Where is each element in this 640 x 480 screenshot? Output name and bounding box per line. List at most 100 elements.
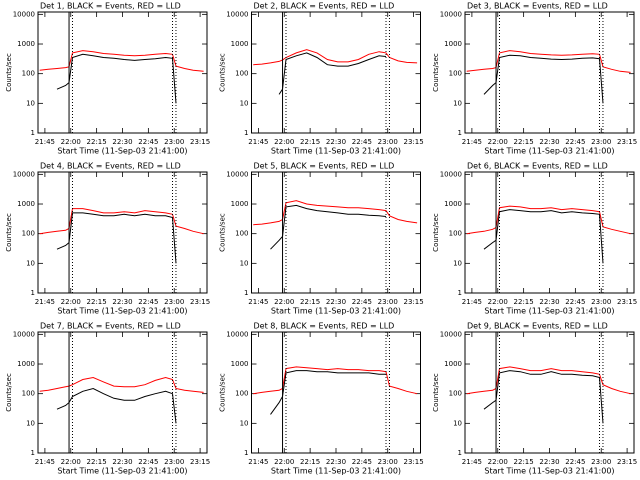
y-tick-label: 10 bbox=[453, 259, 462, 267]
y-tick-label: 10000 bbox=[440, 10, 462, 18]
x-tick-label: 23:15 bbox=[617, 298, 637, 306]
x-tick-label: 22:45 bbox=[138, 458, 158, 466]
y-tick-label: 1000 bbox=[444, 200, 462, 208]
x-tick-label: 21:45 bbox=[35, 298, 55, 306]
x-tick-label: 22:00 bbox=[61, 298, 81, 306]
x-tick-label: 23:15 bbox=[617, 458, 637, 466]
y-tick-label: 10 bbox=[240, 259, 249, 267]
y-axis-label: Counts/sec bbox=[432, 373, 440, 412]
data-line bbox=[56, 212, 177, 264]
y-tick-label: 100 bbox=[235, 390, 248, 398]
y-tick-label: 100 bbox=[449, 390, 462, 398]
y-tick-label: 10000 bbox=[13, 330, 35, 338]
x-tick-label: 21:45 bbox=[35, 458, 55, 466]
data-line bbox=[270, 204, 387, 250]
x-tick-label: 22:45 bbox=[565, 458, 585, 466]
y-tick-label: 1 bbox=[244, 129, 248, 137]
y-tick-label: 10000 bbox=[13, 170, 35, 178]
chart-title: Det 5, BLACK = Events, RED = LLD bbox=[254, 162, 395, 171]
chart-title: Det 4, BLACK = Events, RED = LLD bbox=[40, 162, 181, 171]
y-axis-label: Counts/sec bbox=[5, 53, 13, 92]
chart-title: Det 9, BLACK = Events, RED = LLD bbox=[467, 322, 608, 331]
y-tick-label: 10000 bbox=[226, 10, 248, 18]
x-tick-label: 23:00 bbox=[378, 458, 398, 466]
chart-title: Det 6, BLACK = Events, RED = LLD bbox=[467, 162, 608, 171]
x-tick-label: 22:00 bbox=[488, 298, 508, 306]
x-tick-label: 22:30 bbox=[112, 138, 132, 146]
x-tick-label: 23:15 bbox=[190, 298, 210, 306]
plot-frame bbox=[464, 331, 635, 454]
y-tick-label: 100 bbox=[449, 230, 462, 238]
plot-frame bbox=[464, 11, 635, 134]
x-axis-label: Start Time (11-Sep-03 21:41:00) bbox=[271, 307, 401, 316]
plot-frame bbox=[251, 331, 421, 454]
y-tick-label: 1 bbox=[244, 289, 248, 297]
y-tick-label: 10000 bbox=[440, 170, 462, 178]
y-tick-label: 10 bbox=[26, 419, 35, 427]
x-axis-label: Start Time (11-Sep-03 21:41:00) bbox=[484, 147, 614, 156]
x-tick-label: 22:45 bbox=[352, 138, 372, 146]
x-tick-label: 22:30 bbox=[326, 458, 346, 466]
x-tick-label: 23:15 bbox=[190, 138, 210, 146]
y-tick-label: 100 bbox=[235, 230, 248, 238]
x-tick-label: 23:00 bbox=[591, 138, 611, 146]
data-line bbox=[270, 370, 386, 415]
plot-frame bbox=[37, 331, 208, 454]
x-tick-label: 22:15 bbox=[87, 298, 107, 306]
y-tick-label: 1000 bbox=[231, 200, 249, 208]
x-tick-label: 23:00 bbox=[378, 138, 398, 146]
y-tick-label: 1 bbox=[458, 289, 462, 297]
y-tick-label: 1000 bbox=[231, 360, 249, 368]
x-axis-label: Start Time (11-Sep-03 21:41:00) bbox=[57, 307, 187, 316]
x-axis-label: Start Time (11-Sep-03 21:41:00) bbox=[484, 467, 614, 476]
y-tick-label: 1 bbox=[31, 289, 35, 297]
x-tick-label: 22:45 bbox=[565, 298, 585, 306]
data-line bbox=[39, 208, 204, 235]
x-tick-label: 23:00 bbox=[591, 298, 611, 306]
x-tick-label: 22:30 bbox=[539, 138, 559, 146]
y-tick-label: 1 bbox=[458, 449, 462, 457]
y-tick-label: 100 bbox=[22, 70, 35, 78]
x-tick-label: 22:15 bbox=[300, 298, 320, 306]
x-tick-label: 23:15 bbox=[404, 458, 424, 466]
x-tick-label: 22:30 bbox=[112, 298, 132, 306]
plot-frame bbox=[251, 11, 421, 134]
y-tick-label: 10000 bbox=[13, 10, 35, 18]
data-line bbox=[56, 53, 177, 104]
y-tick-label: 10000 bbox=[226, 330, 248, 338]
y-axis-label: Counts/sec bbox=[5, 373, 13, 412]
x-axis-label: Start Time (11-Sep-03 21:41:00) bbox=[484, 307, 614, 316]
data-line bbox=[253, 49, 418, 66]
x-tick-label: 22:15 bbox=[87, 138, 107, 146]
data-line bbox=[56, 387, 177, 424]
x-tick-label: 22:45 bbox=[352, 298, 372, 306]
y-tick-label: 1 bbox=[458, 129, 462, 137]
y-axis-label: Counts/sec bbox=[5, 213, 13, 252]
chart-title: Det 1, BLACK = Events, RED = LLD bbox=[40, 2, 181, 11]
y-tick-label: 1000 bbox=[231, 40, 249, 48]
chart-title: Det 3, BLACK = Events, RED = LLD bbox=[467, 2, 608, 11]
x-tick-label: 21:45 bbox=[462, 298, 482, 306]
x-axis-label: Start Time (11-Sep-03 21:41:00) bbox=[271, 467, 401, 476]
chart-title: Det 2, BLACK = Events, RED = LLD bbox=[254, 2, 395, 11]
x-tick-label: 22:15 bbox=[514, 138, 534, 146]
x-tick-label: 22:30 bbox=[539, 298, 559, 306]
y-axis-label: Counts/sec bbox=[219, 213, 227, 252]
y-tick-label: 10 bbox=[453, 419, 462, 427]
x-tick-label: 22:15 bbox=[300, 138, 320, 146]
data-line bbox=[39, 50, 204, 72]
x-tick-label: 22:15 bbox=[514, 298, 534, 306]
y-tick-label: 1000 bbox=[17, 360, 35, 368]
x-tick-label: 22:00 bbox=[488, 138, 508, 146]
x-tick-label: 23:00 bbox=[164, 458, 184, 466]
x-tick-label: 22:15 bbox=[300, 458, 320, 466]
y-tick-label: 1 bbox=[31, 449, 35, 457]
y-tick-label: 10 bbox=[26, 99, 35, 107]
plot-frame bbox=[37, 171, 208, 294]
y-tick-label: 10 bbox=[453, 99, 462, 107]
x-tick-label: 22:30 bbox=[112, 458, 132, 466]
x-tick-label: 22:15 bbox=[514, 458, 534, 466]
data-line bbox=[483, 209, 604, 264]
y-tick-label: 1000 bbox=[17, 200, 35, 208]
